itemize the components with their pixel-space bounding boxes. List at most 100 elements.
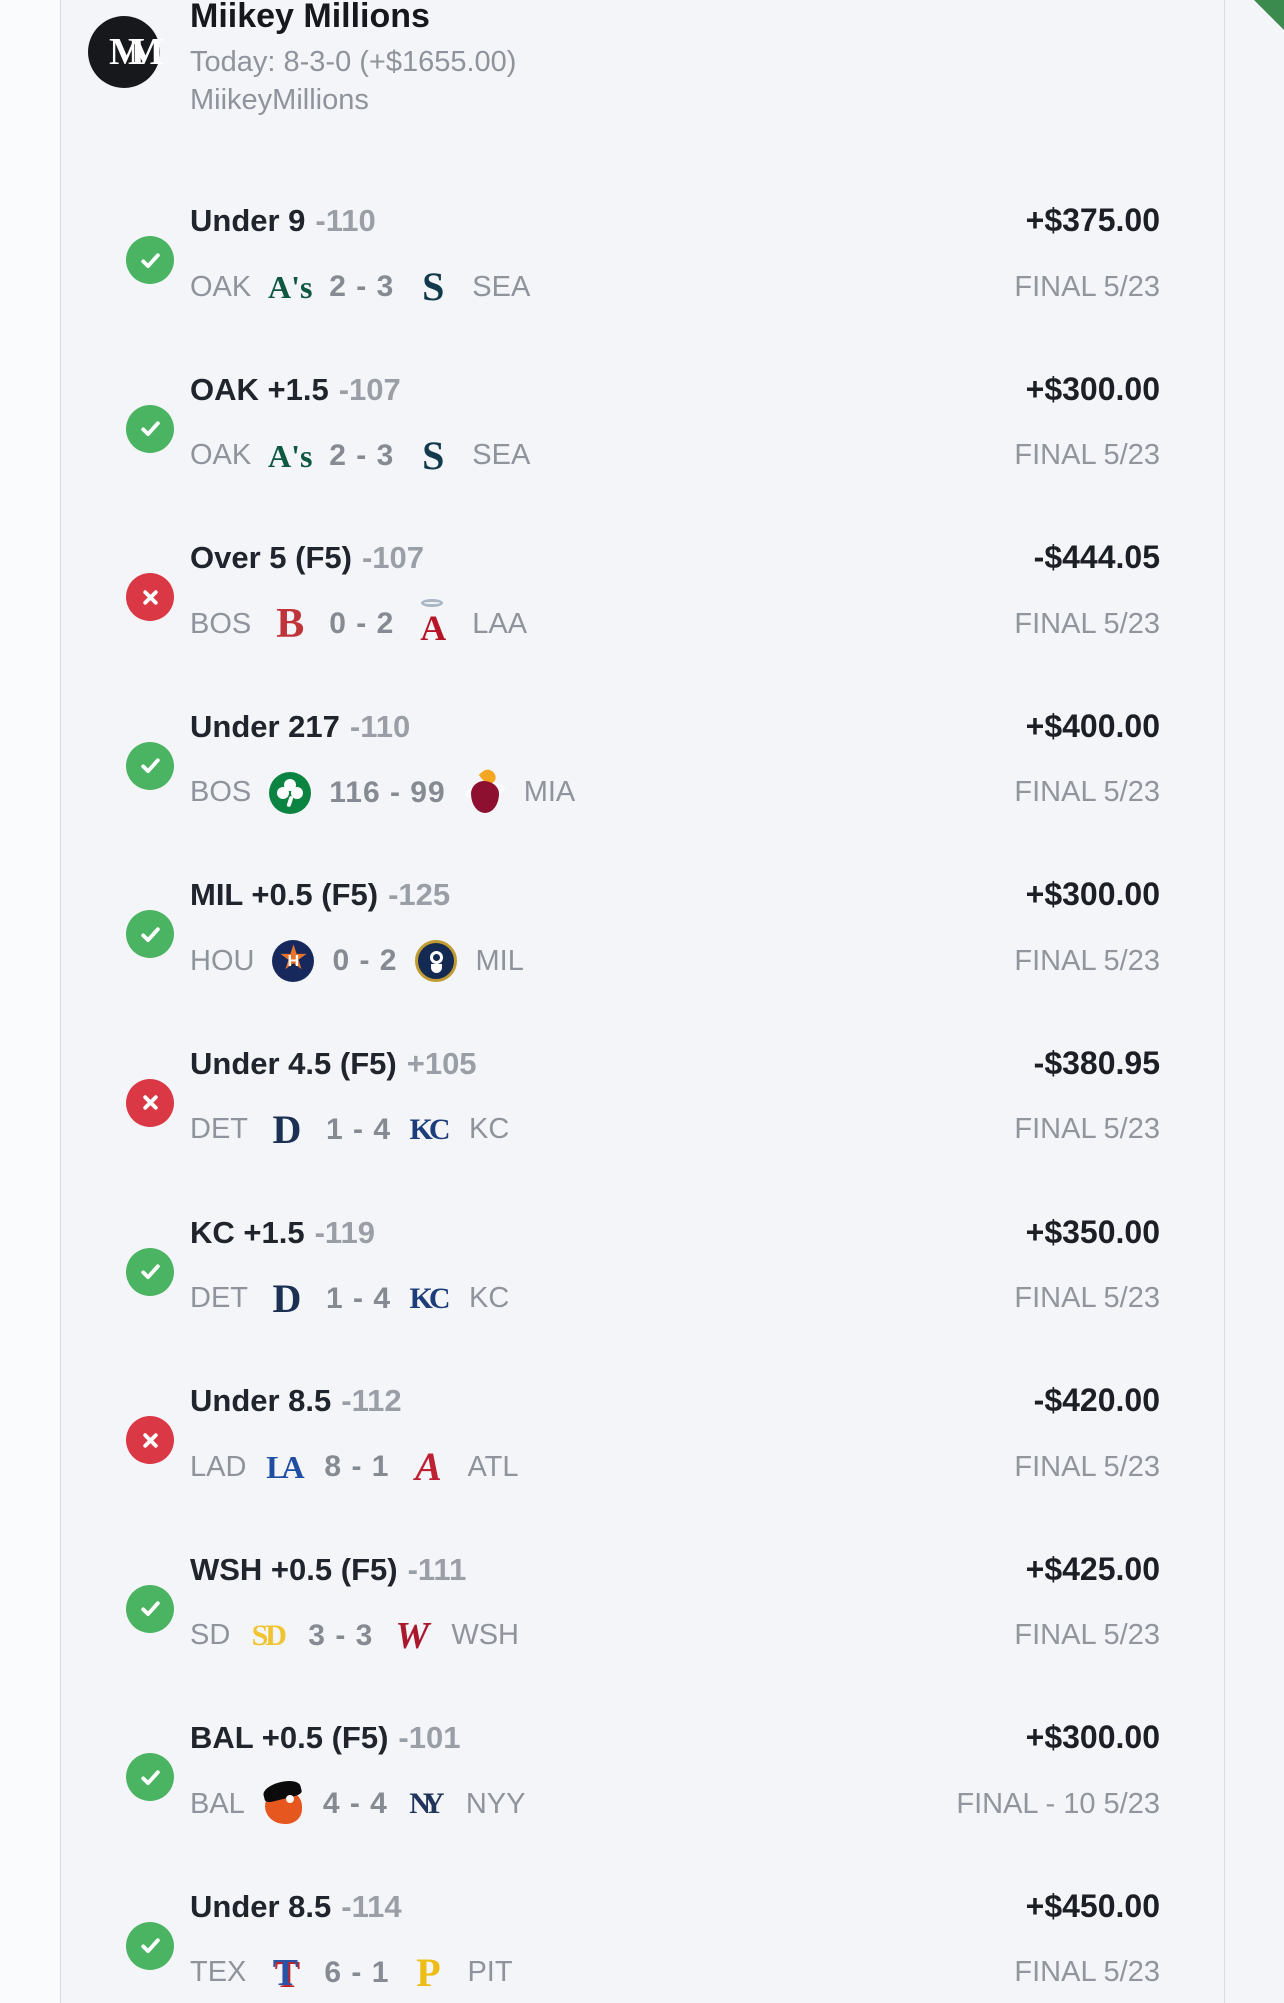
- game-score: 3 - 3: [308, 1618, 374, 1652]
- bet-odds: -119: [314, 1214, 375, 1250]
- bet-row[interactable]: Under 8.5 -112 -$420.00 LAD LA 8 - 1 A AT…: [61, 1324, 1224, 1493]
- profile-username: MiikeyMillions: [190, 84, 369, 116]
- home-team-abbr: WSH: [451, 1619, 519, 1652]
- bet-amount: +$450.00: [1025, 1887, 1160, 1924]
- bet-title: WSH +0.5 (F5): [190, 1551, 398, 1587]
- away-team-abbr: SD: [190, 1619, 231, 1652]
- bet-odds: -125: [388, 877, 451, 913]
- bet-row[interactable]: WSH +0.5 (F5) -111 +$425.00 SD SD 3 - 3 W…: [61, 1493, 1224, 1662]
- away-team-abbr: DET: [190, 1282, 248, 1315]
- matchup: BOS 116 - 99 MIA: [190, 766, 576, 819]
- win-check-icon: [126, 741, 174, 790]
- loss-x-icon: [126, 573, 174, 622]
- game-status: FINAL 5/23: [1014, 607, 1160, 640]
- bet-row[interactable]: BAL +0.5 (F5) -101 +$300.00 BAL 4 - 4 NY …: [61, 1661, 1224, 1830]
- bet-pick: OAK +1.5 -107: [190, 370, 401, 416]
- away-team-abbr: TEX: [190, 1956, 247, 1989]
- orioles-logo: [261, 1777, 307, 1830]
- win-check-icon: [126, 404, 174, 453]
- matchup: LAD LA 8 - 1 A ATL: [190, 1441, 519, 1493]
- bet-row[interactable]: MIL +0.5 (F5) -125 +$300.00 HOU ★ H 0 - 2 …: [61, 818, 1224, 987]
- away-team-abbr: BAL: [190, 1787, 245, 1820]
- home-team-abbr: ATL: [467, 1450, 519, 1483]
- braves-logo: A: [415, 1444, 442, 1490]
- profile-header: MM Miikey Millions Today: 8-3-0 (+$1655.…: [61, 0, 1224, 144]
- bet-row[interactable]: Under 4.5 (F5) +105 -$380.95 DET D 1 - 4 …: [61, 987, 1224, 1156]
- bet-amount: +$375.00: [1025, 202, 1160, 238]
- game-status: FINAL 5/23: [1014, 1956, 1160, 1989]
- game-status: FINAL 5/23: [1014, 1450, 1160, 1483]
- game-score: 4 - 4: [322, 1787, 388, 1821]
- brewers-logo: [413, 935, 459, 987]
- mariners-logo: S: [422, 264, 445, 309]
- loss-x-icon: [126, 1416, 174, 1465]
- game-score: 0 - 2: [329, 607, 395, 641]
- matchup: BAL 4 - 4 NY NYY: [190, 1777, 526, 1830]
- bet-title: Under 4.5 (F5): [190, 1045, 397, 1081]
- matchup: DET D 1 - 4 KC KC: [190, 1104, 509, 1156]
- bet-row[interactable]: KC +1.5 -119 +$350.00 DET D 1 - 4 KC KC F…: [61, 1156, 1224, 1325]
- redsox-logo: B: [276, 601, 305, 648]
- away-team-abbr: LAD: [190, 1450, 247, 1483]
- win-check-icon: [126, 1247, 174, 1296]
- dodgers-logo: LA: [266, 1449, 305, 1486]
- bet-pick: MIL +0.5 (F5) -125: [190, 875, 450, 921]
- tigers-logo: D: [272, 1275, 302, 1321]
- away-team-abbr: OAK: [190, 439, 252, 472]
- nationals-logo: W: [395, 1614, 430, 1657]
- bet-title: Under 8.5: [190, 1888, 332, 1924]
- bet-title: MIL +0.5 (F5): [190, 877, 379, 913]
- bet-row[interactable]: Over 5 (F5) -107 -$444.05 BOS B 0 - 2 A L…: [61, 481, 1224, 650]
- bet-title: OAK +1.5: [190, 371, 329, 407]
- royals-logo: KC: [409, 1112, 451, 1146]
- bet-amount: +$400.00: [1025, 707, 1160, 744]
- mariners-logo: S: [422, 432, 445, 478]
- game-status: FINAL - 10 5/23: [956, 1787, 1160, 1820]
- game-status: FINAL 5/23: [1014, 1113, 1160, 1146]
- bet-pick: Under 8.5 -112: [190, 1381, 402, 1427]
- game-score: 2 - 3: [329, 270, 395, 303]
- bet-row[interactable]: Under 217 -110 +$400.00 BOS 116 - 99 MIA …: [61, 650, 1224, 819]
- away-team-abbr: BOS: [190, 776, 252, 809]
- bet-title: BAL +0.5 (F5): [190, 1720, 389, 1756]
- bet-row[interactable]: Under 9 -110 +$375.00 OAK A's 2 - 3 S SEA…: [61, 144, 1224, 313]
- win-check-icon: [126, 1921, 174, 1970]
- bet-title: Under 9: [190, 203, 306, 238]
- pirates-logo: P: [416, 1949, 441, 1995]
- home-team-abbr: MIA: [523, 776, 576, 809]
- heat-logo: [462, 766, 508, 819]
- home-team-abbr: PIT: [467, 1956, 513, 1989]
- padres-logo: SD: [251, 1618, 287, 1652]
- away-team-abbr: OAK: [190, 270, 252, 303]
- bet-title: Over 5 (F5): [190, 540, 352, 576]
- win-check-icon: [126, 236, 174, 284]
- game-score: 8 - 1: [324, 1450, 390, 1484]
- loss-x-icon: [126, 1078, 174, 1127]
- home-team-abbr: LAA: [472, 607, 528, 640]
- bet-amount: -$380.95: [1033, 1044, 1160, 1081]
- away-team-abbr: DET: [190, 1113, 248, 1146]
- royals-logo: KC: [409, 1281, 451, 1315]
- corner-fold-decoration: [1254, 0, 1284, 30]
- bet-odds: -111: [407, 1551, 467, 1587]
- away-team-abbr: BOS: [190, 607, 252, 640]
- game-status: FINAL 5/23: [1014, 439, 1160, 472]
- right-panel-divider: [1224, 0, 1225, 2003]
- bet-amount: +$300.00: [1025, 1719, 1160, 1756]
- bet-amount: +$300.00: [1025, 370, 1160, 407]
- matchup: SD SD 3 - 3 W WSH: [190, 1610, 519, 1662]
- bet-odds: -112: [341, 1383, 402, 1419]
- bet-row[interactable]: OAK +1.5 -107 +$300.00 OAK A's 2 - 3 S SE…: [61, 313, 1224, 482]
- bet-pick: Over 5 (F5) -107: [190, 538, 424, 584]
- win-check-icon: [126, 1584, 174, 1633]
- bet-row[interactable]: Under 8.5 -114 +$450.00 TEX T 6 - 1 P PIT…: [61, 1830, 1224, 1999]
- matchup: OAK A's 2 - 3 S SEA: [190, 261, 530, 313]
- bet-pick: WSH +0.5 (F5) -111: [190, 1550, 466, 1596]
- home-team-abbr: KC: [469, 1113, 510, 1146]
- avatar[interactable]: MM: [88, 16, 164, 88]
- celtics-logo: [267, 767, 313, 819]
- bet-pick: Under 4.5 (F5) +105: [190, 1044, 477, 1090]
- bet-odds: -101: [398, 1720, 461, 1756]
- bet-odds: -114: [341, 1888, 402, 1924]
- bet-odds: +105: [406, 1045, 477, 1081]
